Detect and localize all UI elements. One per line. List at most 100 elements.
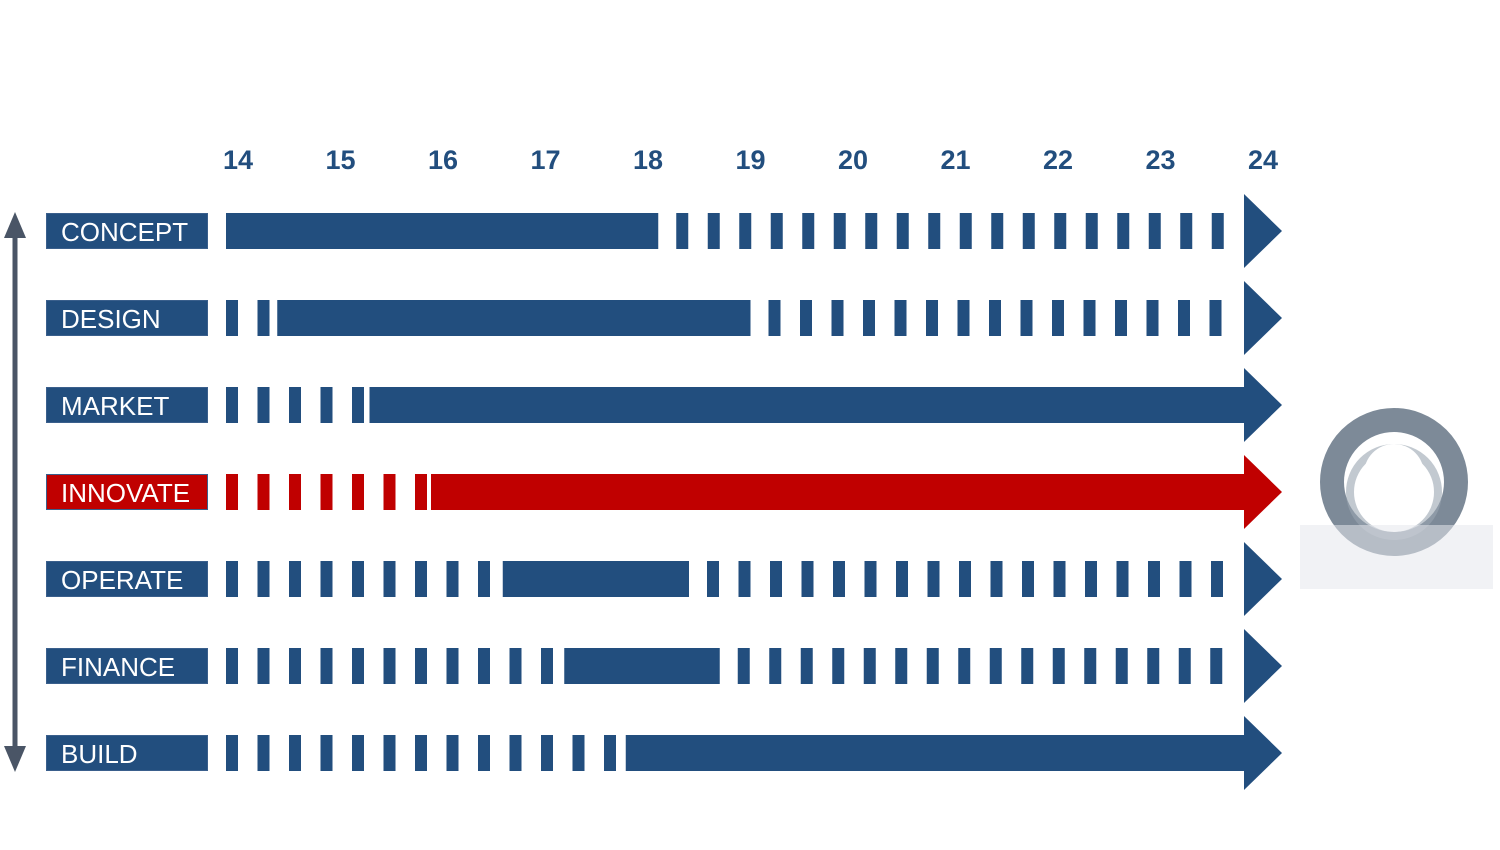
dash-segment [509,735,522,771]
dash-segment [865,213,878,249]
year-label: 19 [735,145,766,175]
dash-segment [572,735,585,771]
dash-segment [257,648,270,684]
solid-bar [226,213,659,249]
dash-segment [800,300,812,336]
dash-segment [226,300,238,336]
year-label: 23 [1145,145,1176,175]
row-label-operate: OPERATE [46,561,208,597]
arrow-head-icon [1244,194,1282,268]
dash-segment [1117,213,1130,249]
dash-segment [383,735,396,771]
year-label: 21 [940,145,971,175]
dash-segment [320,474,333,510]
arrow-head-icon [1244,281,1282,355]
dash-segment [959,561,971,597]
dash-segment [1147,648,1160,684]
dash-segment [831,300,844,336]
dash-segment [383,648,396,684]
dash-segment [863,648,876,684]
dash-segment [800,648,813,684]
dash-segment [446,561,459,597]
dash-segment [770,213,783,249]
dash-segment [289,561,301,597]
dash-segment [833,213,846,249]
dash-segment [320,561,333,597]
dash-segment [1178,648,1191,684]
solid-bar [625,735,1246,771]
dash-segment [226,387,238,423]
dash-segment [352,561,364,597]
year-label: 17 [530,145,561,175]
dash-segment [1180,213,1193,249]
solid-bar [431,474,1246,510]
ring-logo-center [1364,444,1424,504]
solid-bar [369,387,1246,423]
dash-segment [959,213,972,249]
dash-segment [894,300,907,336]
year-label: 14 [222,145,254,175]
dash-segment [896,561,908,597]
dash-segment [257,387,270,423]
dash-segment [415,648,427,684]
double-arrow-vertical-icon [4,212,26,238]
dash-segment [383,474,396,510]
dash-segment [1209,300,1222,336]
arrow-head-icon [1244,455,1282,529]
dash-segment [320,735,333,771]
row-label-concept: CONCEPT [46,213,208,249]
dash-segment [802,213,815,249]
dash-segment [352,735,364,771]
dash-segment [257,300,270,336]
dash-segment [1115,648,1128,684]
dash-segment [257,474,270,510]
dash-segment [541,735,553,771]
dash-segment [1179,561,1192,597]
dash-segment [676,213,689,249]
dash-segment [801,561,814,597]
dash-segment [352,648,364,684]
dash-segment [1054,213,1067,249]
dash-segment [352,474,364,510]
dash-segment [226,474,238,510]
year-label: 22 [1042,145,1074,175]
dash-segment [1210,648,1223,684]
row-label-market: MARKET [46,387,208,423]
dash-segment [1148,561,1160,597]
dash-segment [1021,648,1034,684]
year-label: 24 [1247,145,1279,175]
dash-segment [509,648,522,684]
row-label-finance: FINANCE [46,648,208,684]
dash-segment [257,561,270,597]
dash-segment [320,648,333,684]
dash-segment [604,735,616,771]
dash-segment [926,300,938,336]
dash-segment [895,648,908,684]
solid-bar [277,300,751,336]
logo-reflection-panel [1300,525,1493,589]
dash-segment [446,648,459,684]
dash-segment [226,648,238,684]
year-label: 16 [427,145,459,175]
dash-segment [257,735,270,771]
arrow-head-icon [1244,542,1282,616]
dash-segment [1085,213,1098,249]
dash-segment [1022,213,1035,249]
dash-segment [289,648,301,684]
dash-segment [737,648,750,684]
year-label: 15 [325,145,356,175]
dash-segment [226,561,238,597]
solid-bar [502,561,689,597]
dash-segment [958,648,971,684]
arrow-head-icon [1244,716,1282,790]
dash-segment [478,561,490,597]
dash-segment [320,387,333,423]
dash-segment [991,213,1004,249]
dash-segment [739,213,752,249]
dash-segment [1116,561,1129,597]
row-label-design: DESIGN [46,300,208,336]
dash-segment [541,648,553,684]
dash-segment [863,300,875,336]
